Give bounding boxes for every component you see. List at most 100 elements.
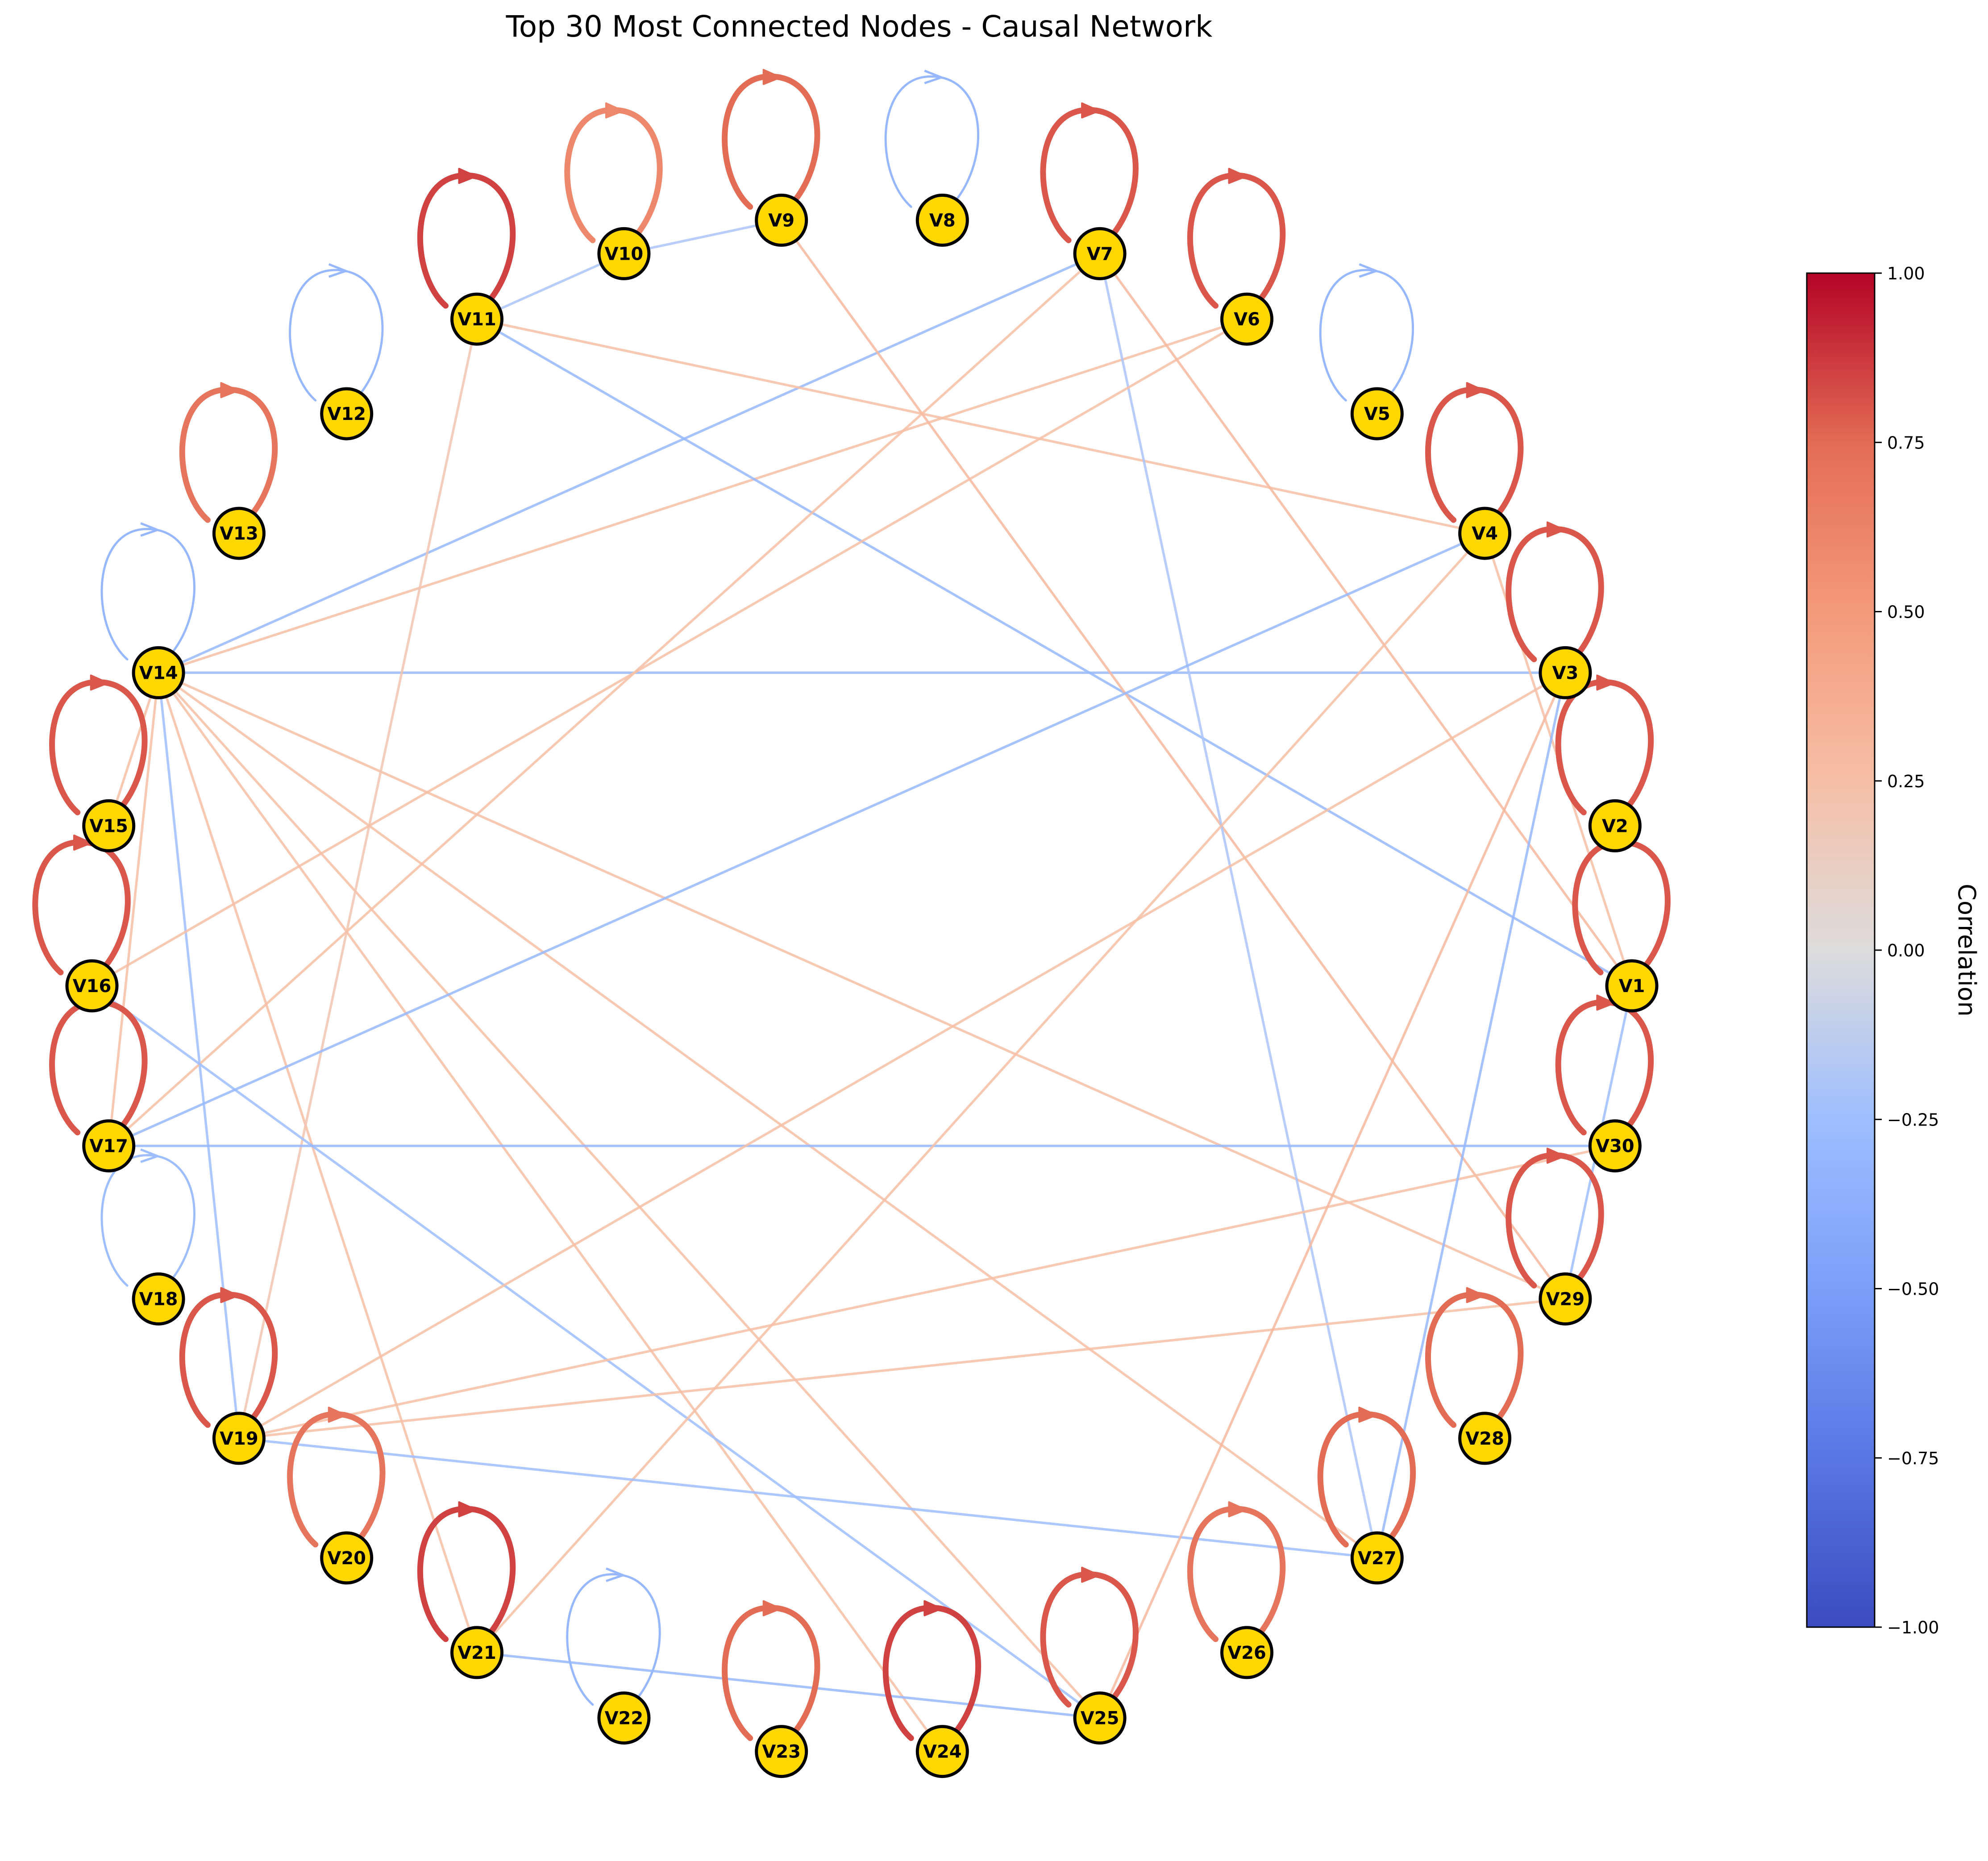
node-circle-V22 xyxy=(597,1691,651,1745)
edge-V19-V27 xyxy=(239,1437,1377,1559)
self-loop-V4 xyxy=(1425,382,1524,527)
node-label-V27: V27 xyxy=(1358,1548,1397,1569)
node-V29: V29 xyxy=(1539,1272,1592,1326)
chart-title: Top 30 Most Connected Nodes - Causal Net… xyxy=(506,9,1213,44)
self-loop-V24 xyxy=(882,1600,982,1745)
edge-V9-V29 xyxy=(780,219,1567,1300)
self-loop-V15 xyxy=(49,674,148,819)
edge-V25-V3 xyxy=(1098,672,1567,1719)
edge-V19-V3 xyxy=(238,672,1566,1440)
node-circle-V15 xyxy=(82,799,136,852)
node-circle-V20 xyxy=(320,1531,374,1585)
self-loop-V14 xyxy=(100,522,195,664)
node-circle-V11 xyxy=(450,292,503,346)
node-circle-V2 xyxy=(1588,799,1642,852)
node-label-V30: V30 xyxy=(1596,1136,1634,1157)
node-label-V25: V25 xyxy=(1081,1708,1119,1729)
node-V13: V13 xyxy=(212,507,266,560)
self-loop-V22 xyxy=(566,1567,661,1710)
node-circle-V21 xyxy=(450,1626,503,1679)
node-label-V7: V7 xyxy=(1087,244,1113,264)
self-loops-layer xyxy=(32,69,1671,1745)
node-V24: V24 xyxy=(915,1725,969,1778)
self-loop-V25 xyxy=(1040,1566,1139,1711)
self-loop-V3 xyxy=(1506,521,1604,666)
node-label-V16: V16 xyxy=(73,976,112,997)
node-V15: V15 xyxy=(82,799,136,852)
node-V20: V20 xyxy=(320,1531,374,1585)
edge-V14-V25 xyxy=(158,672,1101,1719)
self-loop-V5 xyxy=(1319,263,1414,405)
colorbar-tick-label: 0.25 xyxy=(1887,772,1925,791)
node-circle-V18 xyxy=(132,1272,185,1326)
self-loop-V23 xyxy=(722,1600,820,1745)
edges-layer xyxy=(91,219,1633,1753)
self-loop-V16 xyxy=(32,835,131,979)
colorbar-tick-label: 0.75 xyxy=(1887,433,1925,453)
node-label-V21: V21 xyxy=(457,1643,496,1663)
node-label-V22: V22 xyxy=(605,1708,644,1729)
node-V10: V10 xyxy=(597,227,651,280)
colorbar: 1.00 0.75 0.50 0.25 0.00 −0.25 −0.50 −0.75 −1.00… xyxy=(1806,264,1981,1637)
node-label-V28: V28 xyxy=(1465,1429,1504,1449)
node-V27: V27 xyxy=(1350,1531,1404,1585)
self-loop-V8 xyxy=(884,70,980,212)
node-circle-V16 xyxy=(65,959,119,1013)
edge-V11-V4 xyxy=(476,318,1485,535)
nodes-layer: V1 V2 V3 V4 V5 V6 V7 V8 V9 V10 V11 V12 V13 V14 V15 V16 V… xyxy=(65,193,1659,1778)
self-loop-V21 xyxy=(417,1501,516,1646)
node-V21: V21 xyxy=(450,1626,503,1679)
node-V8: V8 xyxy=(915,193,969,247)
node-label-V9: V9 xyxy=(768,210,794,231)
node-label-V6: V6 xyxy=(1234,309,1260,330)
edge-V14-V15 xyxy=(108,672,160,827)
node-circle-V19 xyxy=(212,1412,266,1465)
node-label-V29: V29 xyxy=(1546,1289,1585,1310)
node-circle-V30 xyxy=(1588,1119,1642,1173)
node-V9: V9 xyxy=(755,193,808,247)
edge-V14-V6 xyxy=(158,318,1248,674)
self-loop-V30 xyxy=(1555,994,1654,1139)
node-label-V12: V12 xyxy=(327,404,366,424)
node-circle-V6 xyxy=(1220,292,1273,346)
node-V22: V22 xyxy=(597,1691,651,1745)
node-label-V14: V14 xyxy=(139,663,178,683)
node-circle-V3 xyxy=(1539,646,1592,699)
node-circle-V28 xyxy=(1458,1412,1512,1465)
node-label-V17: V17 xyxy=(89,1136,128,1157)
node-label-V4: V4 xyxy=(1472,523,1498,544)
colorbar-tick-label: 0.50 xyxy=(1887,602,1925,622)
edge-V17-V4 xyxy=(108,532,1485,1147)
node-circle-V4 xyxy=(1458,507,1512,560)
node-V7: V7 xyxy=(1073,227,1127,280)
node-V23: V23 xyxy=(755,1725,808,1778)
node-label-V15: V15 xyxy=(89,816,128,836)
self-loop-V29 xyxy=(1506,1147,1604,1292)
node-V25: V25 xyxy=(1073,1691,1127,1745)
edge-V14-V7 xyxy=(158,252,1101,674)
self-loop-V11 xyxy=(417,168,516,312)
edge-V19-V30 xyxy=(238,1144,1615,1440)
edge-V19-V29 xyxy=(239,1297,1566,1440)
edge-V14-V24 xyxy=(157,672,944,1753)
node-V26: V26 xyxy=(1220,1626,1273,1679)
colorbar-gradient xyxy=(1806,272,1876,1628)
node-label-V13: V13 xyxy=(220,523,258,544)
node-V28: V28 xyxy=(1458,1412,1512,1465)
self-loop-V19 xyxy=(179,1287,278,1432)
edge-V16-V6 xyxy=(91,318,1248,987)
node-V30: V30 xyxy=(1588,1119,1642,1173)
node-circle-V25 xyxy=(1073,1691,1127,1745)
self-loop-V10 xyxy=(564,102,663,247)
edge-V19-V11 xyxy=(237,319,478,1439)
colorbar-label: Correlation xyxy=(1953,884,1981,1017)
node-V16: V16 xyxy=(65,959,119,1013)
self-loop-V17 xyxy=(49,994,148,1139)
self-loop-V18 xyxy=(100,1148,195,1291)
node-label-V2: V2 xyxy=(1602,816,1628,836)
node-circle-V13 xyxy=(212,507,266,560)
self-loop-V2 xyxy=(1555,674,1654,819)
node-circle-V23 xyxy=(755,1725,808,1778)
node-V11: V11 xyxy=(450,292,503,346)
